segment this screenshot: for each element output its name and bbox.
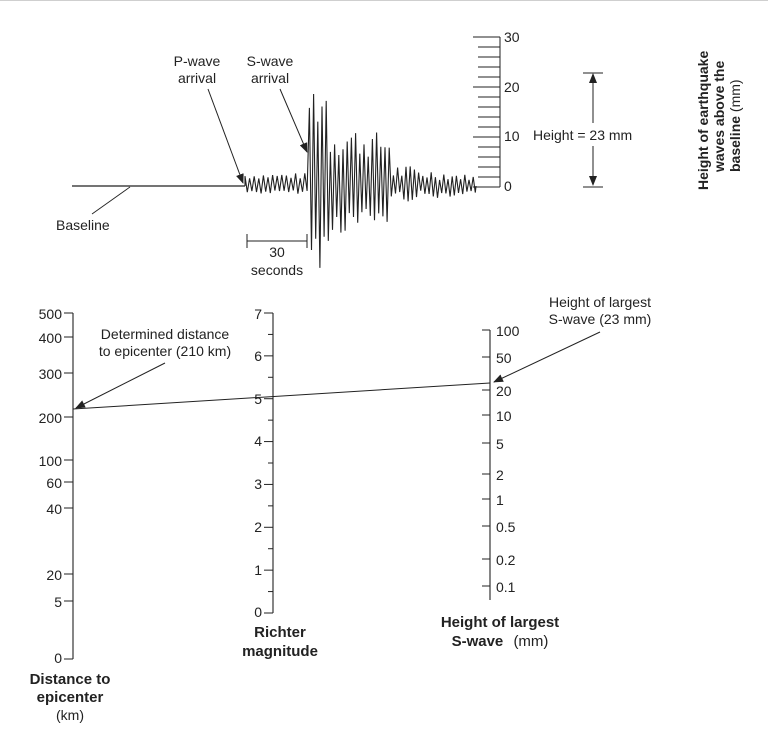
swave-tick-5: 5	[496, 436, 504, 452]
magnitude-axis-title-line2: magnitude	[242, 643, 318, 660]
distance-callout-arrow	[75, 362, 166, 409]
distance-callout-line2: to epicenter (210 km)	[99, 343, 231, 359]
height-label: Height = 23 mm	[533, 127, 632, 143]
distance-tick-200: 200	[39, 410, 63, 426]
s-wave-arrow	[279, 88, 308, 153]
seismogram: Baseline P-wave arrival S-wave arrival 3…	[56, 29, 743, 278]
swave-axis-title-line1: Height of largest	[441, 614, 559, 631]
distance-tick-300: 300	[39, 366, 63, 382]
time-scale-bar	[246, 234, 308, 248]
time-scale-unit: seconds	[251, 262, 303, 278]
distance-axis: 500 400 300 200 100 60 40 20 5 0 Distanc…	[30, 306, 111, 723]
height-indicator	[583, 72, 603, 188]
distance-tick-100: 100	[39, 453, 63, 469]
swave-callout-arrow	[493, 331, 601, 383]
swave-tick-0.2: 0.2	[496, 552, 516, 568]
svg-text:waves above the: waves above the	[711, 61, 727, 173]
distance-tick-400: 400	[39, 330, 63, 346]
axis-title-line3: baseline (mm)	[727, 79, 743, 172]
swave-height-axis: 100 50 20 10 5 2 1 0.5 0.2 0.1 Height of…	[441, 323, 559, 650]
swave-tick-10: 10	[496, 408, 512, 424]
time-scale-number: 30	[269, 244, 285, 260]
magnitude-tick-6: 6	[254, 348, 262, 364]
distance-tick-500: 500	[39, 306, 63, 322]
baseline-leader	[91, 186, 131, 215]
distance-tick-0: 0	[54, 650, 62, 666]
distance-callout-line1: Determined distance	[101, 326, 230, 342]
wave-height-axis-title: Height of earthquake waves above the bas…	[695, 51, 743, 190]
swave-callout-line2: S-wave (23 mm)	[549, 311, 652, 327]
magnitude-tick-0: 0	[254, 604, 262, 620]
magnitude-tick-5: 5	[254, 391, 262, 407]
mm-scale-ruler	[473, 36, 501, 188]
ruler-tick-0: 0	[504, 178, 512, 194]
baseline-label: Baseline	[56, 217, 110, 233]
distance-axis-title-line2: epicenter	[37, 689, 104, 706]
swave-tick-100: 100	[496, 323, 520, 339]
magnitude-axis-title-line1: Richter	[254, 624, 306, 641]
distance-tick-20: 20	[46, 567, 62, 583]
swave-tick-20: 20	[496, 383, 512, 399]
swave-title-bold: S-wave	[452, 633, 504, 650]
swave-title-unit: (mm)	[513, 633, 548, 650]
nomogram: 500 400 300 200 100 60 40 20 5 0 Distanc…	[30, 294, 652, 723]
swave-tick-50: 50	[496, 350, 512, 366]
s-wave-label-line1: S-wave	[247, 53, 294, 69]
swave-tick-1: 1	[496, 492, 504, 508]
swave-tick-0.1: 0.1	[496, 579, 516, 595]
magnitude-tick-4: 4	[254, 433, 262, 449]
ruler-tick-10: 10	[504, 128, 520, 144]
distance-tick-40: 40	[46, 501, 62, 517]
magnitude-tick-1: 1	[254, 562, 262, 578]
nomogram-connecting-line	[72, 382, 491, 410]
swave-tick-0.5: 0.5	[496, 519, 516, 535]
richter-magnitude-axis: 7 6 5 4 3 2 1 0 Richter magnitude	[242, 306, 318, 660]
distance-tick-60: 60	[46, 475, 62, 491]
seismic-wave-trace	[244, 93, 477, 268]
distance-axis-title-line3: (km)	[56, 707, 84, 723]
swave-callout-line1: Height of largest	[549, 294, 651, 310]
p-wave-arrow	[207, 88, 244, 184]
ruler-tick-20: 20	[504, 79, 520, 95]
magnitude-tick-7: 7	[254, 306, 262, 322]
s-wave-label-line2: arrival	[251, 70, 289, 86]
distance-tick-5: 5	[54, 594, 62, 610]
p-wave-label-line1: P-wave	[174, 53, 221, 69]
magnitude-tick-2: 2	[254, 519, 262, 535]
distance-axis-title-line1: Distance to	[30, 671, 111, 688]
magnitude-tick-3: 3	[254, 476, 262, 492]
p-wave-label-line2: arrival	[178, 70, 216, 86]
ruler-tick-30: 30	[504, 29, 520, 45]
swave-axis-title-line2: S-wave (mm)	[452, 633, 549, 650]
svg-text:Height of earthquake: Height of earthquake	[695, 51, 711, 190]
swave-tick-2: 2	[496, 467, 504, 483]
